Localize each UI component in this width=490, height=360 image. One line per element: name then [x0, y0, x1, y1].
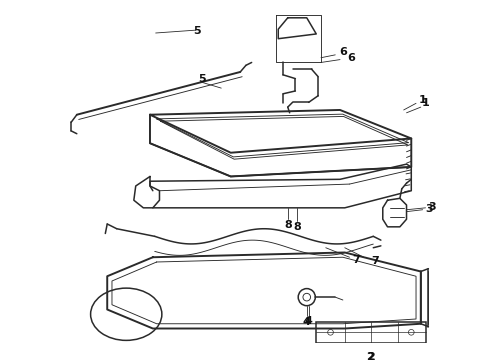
Text: 6: 6: [347, 53, 355, 63]
Text: 2: 2: [368, 352, 375, 360]
Text: 7: 7: [371, 256, 379, 266]
Text: 1: 1: [422, 98, 429, 108]
Bar: [316, 322, 425, 343]
Text: 6: 6: [339, 47, 347, 57]
Text: 3: 3: [428, 202, 436, 212]
Text: 4: 4: [303, 317, 311, 327]
Text: 5: 5: [198, 73, 206, 84]
Text: 8: 8: [284, 220, 292, 230]
Text: 4: 4: [305, 316, 313, 326]
Text: 8: 8: [294, 222, 301, 232]
Text: 1: 1: [419, 95, 427, 104]
Text: 7: 7: [352, 255, 360, 265]
Text: 5: 5: [194, 26, 201, 36]
Text: 2: 2: [367, 352, 374, 360]
Text: 3: 3: [425, 204, 433, 214]
